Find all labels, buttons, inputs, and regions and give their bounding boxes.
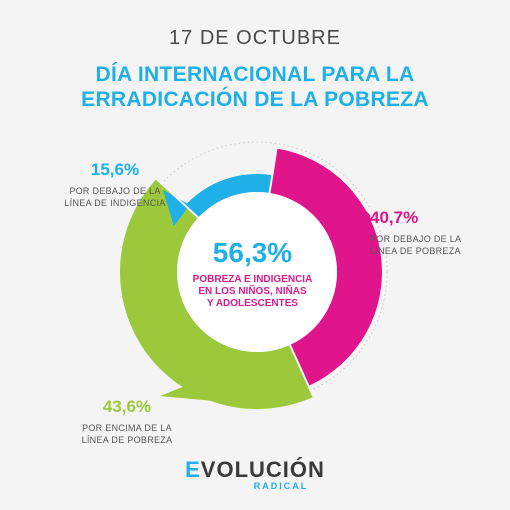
center-value: 56,3% bbox=[212, 237, 293, 268]
donut-slice-pink bbox=[269, 148, 383, 386]
logo-e: E bbox=[185, 457, 201, 482]
dotted-guide-circle bbox=[126, 141, 388, 403]
donut-center-disc bbox=[177, 192, 337, 352]
slice-desc-pink: POR DEBAJO DE LA LÍNEA DE POBREZA bbox=[370, 234, 462, 256]
slice-desc-blue: POR DEBAJO DE LA LÍNEA DE INDIGENCIA bbox=[64, 186, 166, 208]
slice-pointer-blue bbox=[163, 190, 190, 226]
page-title: DÍA INTERNACIONAL PARA LA ERRADICACIÓN D… bbox=[0, 62, 510, 112]
logo-subtitle: RADICAL bbox=[253, 481, 309, 491]
title-line-2: ERRADICACIÓN DE LA POBREZA bbox=[81, 88, 429, 111]
donut-slice-green bbox=[119, 178, 314, 410]
slice-pointer-pink bbox=[354, 198, 373, 233]
slice-value-pink: 40,7% bbox=[370, 208, 419, 227]
slice-label-blue: 15,6% POR DEBAJO DE LA LÍNEA DE INDIGENC… bbox=[55, 160, 175, 209]
donut-slice-blue bbox=[185, 174, 273, 218]
slice-desc-green: POR ENCIMA DE LA LÍNEA DE POBREZA bbox=[81, 423, 173, 445]
date-heading: 17 DE OCTUBRE bbox=[169, 27, 341, 49]
slice-label-pink: 40,7% POR DEBAJO DE LA LÍNEA DE POBREZA bbox=[370, 208, 490, 257]
slice-separator bbox=[288, 343, 316, 400]
slice-pointer-green bbox=[160, 385, 225, 403]
slice-label-green: 43,6% POR ENCIMA DE LA LÍNEA DE POBREZA bbox=[62, 397, 192, 446]
donut-slices bbox=[119, 133, 383, 410]
slice-separator bbox=[268, 133, 280, 195]
center-caption: POBREZA E INDIGENCIA EN LOS NIÑOS, NIÑAS… bbox=[192, 274, 313, 309]
title-line-1: DÍA INTERNACIONAL PARA LA bbox=[95, 63, 415, 86]
brand-logo: EVOLUCIÓN RADICAL bbox=[0, 457, 510, 492]
slice-value-green: 43,6% bbox=[102, 397, 152, 416]
slice-separator bbox=[153, 176, 200, 220]
logo-wordmark: EVOLUCIÓN bbox=[185, 457, 325, 482]
slice-value-blue: 15,6% bbox=[90, 160, 140, 179]
center-summary: 56,3% POBREZA E INDIGENCIA EN LOS NIÑOS,… bbox=[175, 238, 330, 310]
